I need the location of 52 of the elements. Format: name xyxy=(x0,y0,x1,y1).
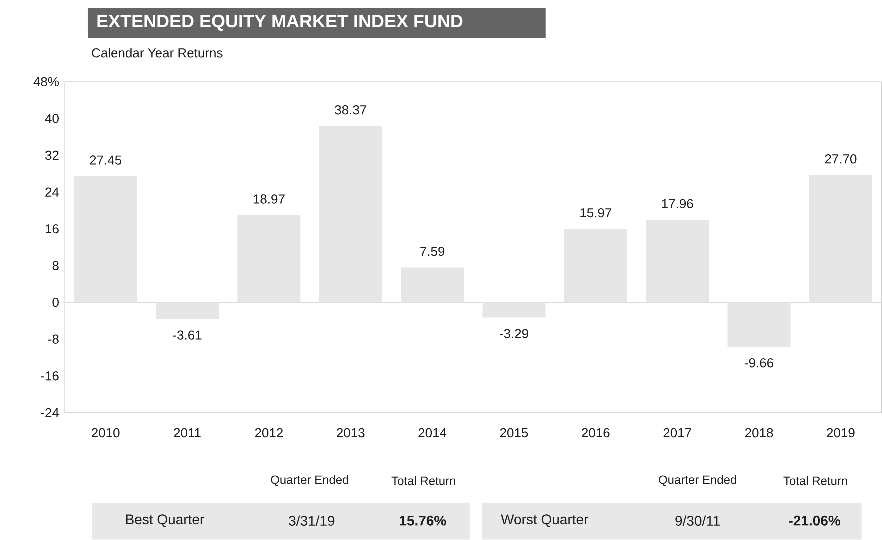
text: Quarter Ended xyxy=(659,475,736,486)
data-label: -3.29 xyxy=(500,329,528,338)
x-tick-label: 2019 xyxy=(827,428,855,438)
y-tick-label: 0 xyxy=(52,298,59,308)
text: Best Quarter xyxy=(126,514,204,528)
text: Total Return xyxy=(392,476,456,486)
y-tick-label: 8 xyxy=(52,261,59,270)
data-label: 15.97 xyxy=(580,208,612,218)
y-tick-label: 24 xyxy=(46,188,60,197)
bar xyxy=(156,302,220,320)
bar xyxy=(482,302,546,318)
text: 3/31/19 xyxy=(289,516,335,526)
x-tick-label: 2016 xyxy=(582,428,610,438)
y-tick-label: 48% xyxy=(34,77,60,87)
bar xyxy=(74,176,138,303)
x-tick-label: 2015 xyxy=(500,428,528,438)
x-tick-label: 2018 xyxy=(745,428,774,438)
bar xyxy=(564,229,628,303)
data-label: -9.66 xyxy=(745,358,774,368)
bar xyxy=(401,268,464,303)
x-tick-label: 2014 xyxy=(418,428,447,438)
x-tick-label: 2012 xyxy=(255,428,283,438)
data-label: 27.70 xyxy=(825,154,857,164)
bar xyxy=(319,126,382,303)
x-tick-label: 2010 xyxy=(92,428,120,438)
text: Worst Quarter xyxy=(501,514,588,528)
bar xyxy=(238,215,301,303)
text: Total Return xyxy=(784,476,848,486)
data-label: 27.45 xyxy=(90,156,122,165)
y-tick-label: -24 xyxy=(41,408,60,418)
x-tick-label: 2011 xyxy=(174,428,201,438)
bar xyxy=(809,175,872,303)
data-label: 17.96 xyxy=(662,199,694,209)
y-tick-label: -8 xyxy=(48,334,59,344)
y-tick-label: 16 xyxy=(46,224,59,234)
data-label: 38.37 xyxy=(335,106,366,115)
text: 15.76% xyxy=(400,516,446,526)
x-tick-label: 2017 xyxy=(664,428,692,438)
text: Quarter Ended xyxy=(271,475,348,486)
bar xyxy=(646,220,710,303)
bar xyxy=(728,302,791,348)
chart-title: EXTENDED EQUITY MARKET INDEX FUND xyxy=(98,14,463,32)
text: -21.06% xyxy=(789,516,840,526)
x-tick-label: 2013 xyxy=(337,428,365,438)
y-tick-label: 40 xyxy=(45,114,59,124)
data-label: 18.97 xyxy=(254,194,285,204)
chart-subtitle: Calendar Year Returns xyxy=(92,48,223,58)
text: 9/30/11 xyxy=(676,516,720,526)
y-tick-label: -16 xyxy=(41,372,59,381)
data-label: 7.59 xyxy=(420,247,445,256)
data-label: -3.61 xyxy=(173,330,202,340)
y-tick-label: 32 xyxy=(46,150,59,160)
